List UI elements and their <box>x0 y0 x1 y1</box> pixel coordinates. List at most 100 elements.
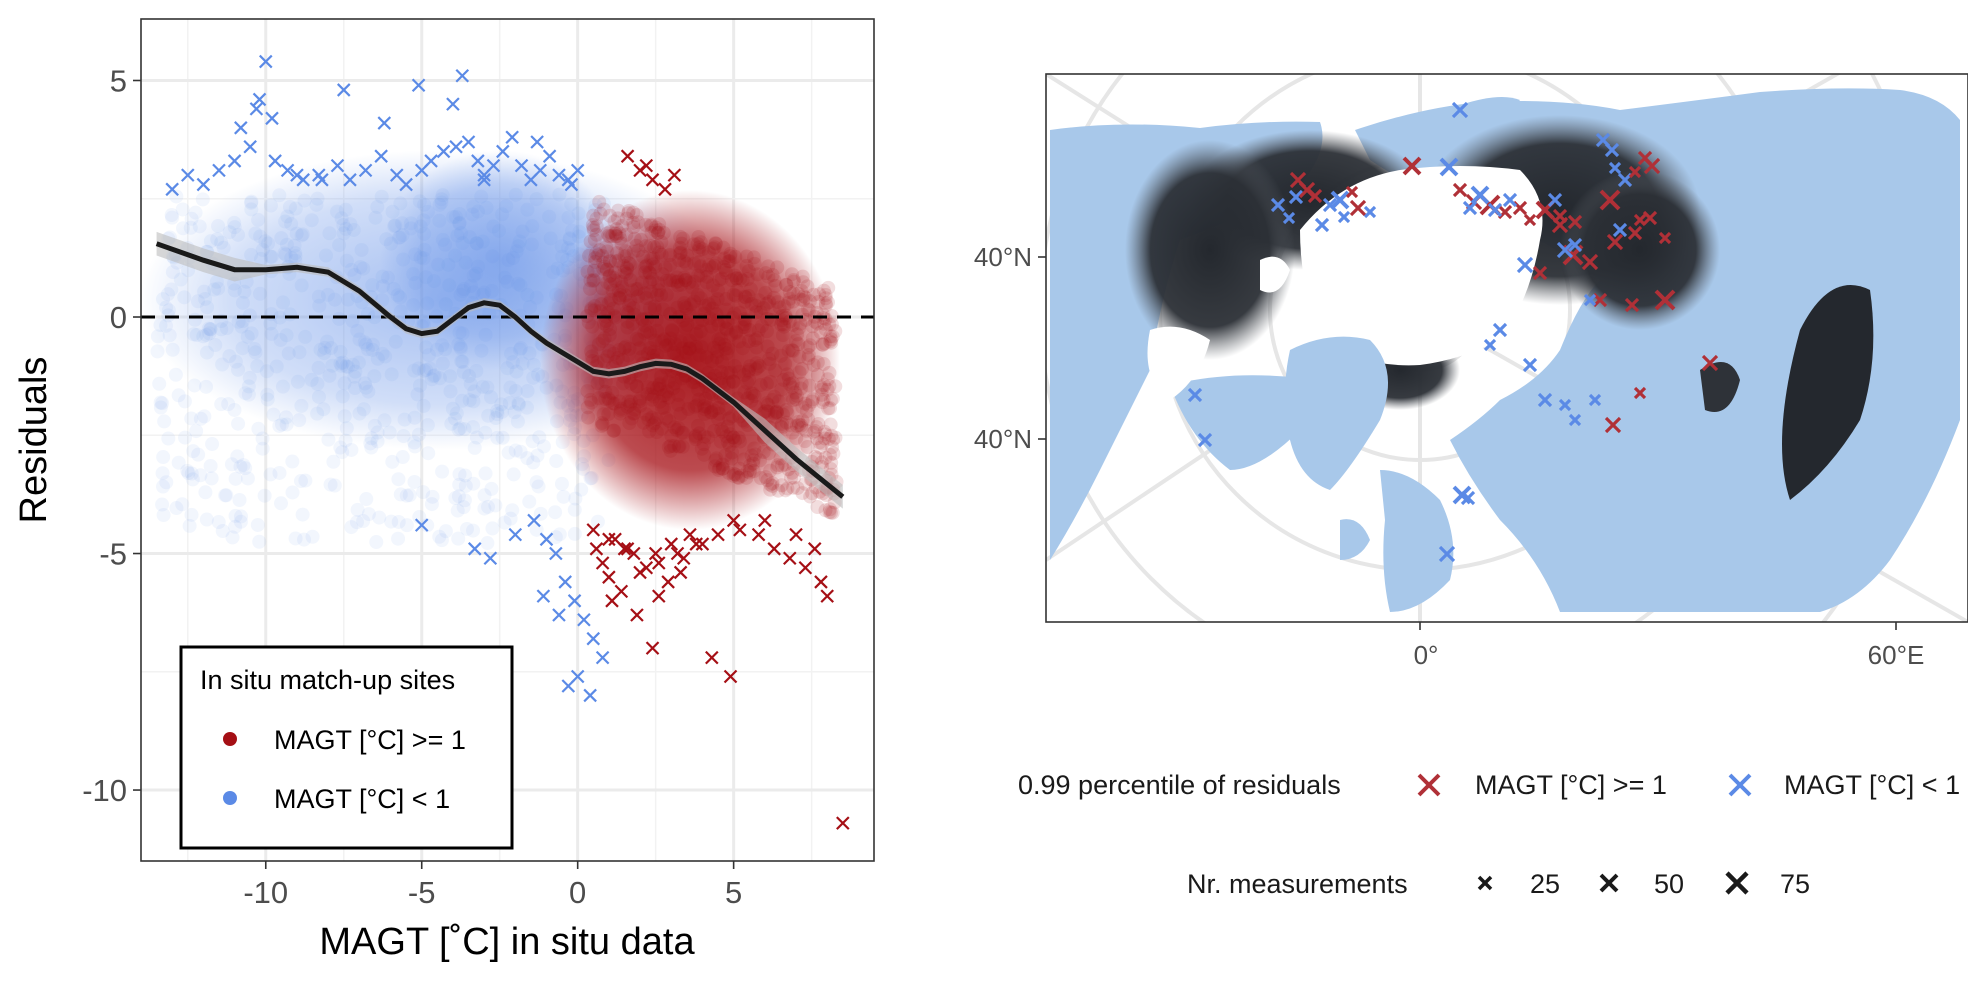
cold-point <box>432 213 447 228</box>
cold-point <box>275 379 290 394</box>
warm-point <box>796 275 811 290</box>
warm-point <box>602 328 617 343</box>
y-axis-ticks: 50-5-10 <box>82 63 141 808</box>
warm-point <box>721 465 736 480</box>
cold-point <box>259 364 274 379</box>
cold-point <box>441 257 456 272</box>
outlier-x-marker <box>165 182 179 197</box>
warm-point <box>783 470 798 485</box>
warm-point <box>722 411 737 426</box>
cold-point <box>424 497 439 512</box>
cold-point <box>189 424 204 439</box>
warm-point <box>719 321 734 336</box>
warm-point <box>622 416 637 431</box>
cold-point <box>346 222 361 237</box>
warm-point <box>687 399 702 414</box>
outlier-x-marker <box>552 608 566 622</box>
cold-point <box>564 197 579 212</box>
cold-point <box>485 249 500 264</box>
warm-point <box>704 405 719 420</box>
warm-point <box>791 414 806 429</box>
outlier-x-marker <box>336 83 351 97</box>
warm-point <box>647 416 662 431</box>
cold-point <box>161 308 176 323</box>
warm-point <box>690 237 705 252</box>
warm-point <box>621 206 636 221</box>
warm-point <box>691 382 706 397</box>
warm-point <box>776 372 791 387</box>
cold-point <box>313 342 328 357</box>
cold-point <box>469 236 484 251</box>
warm-point <box>656 302 671 317</box>
warm-point <box>723 427 738 442</box>
cold-point <box>309 197 324 212</box>
cold-point <box>456 365 471 380</box>
warm-point <box>739 249 754 264</box>
cold-point <box>399 488 414 503</box>
cold-point <box>333 344 348 359</box>
cold-point <box>497 270 512 285</box>
cold-point <box>425 489 440 504</box>
cold-point <box>182 518 197 533</box>
warm-point <box>724 327 739 342</box>
outlier-x-marker <box>446 97 460 111</box>
warm-point <box>761 446 776 461</box>
warm-point <box>583 273 598 288</box>
warm-point <box>776 317 791 332</box>
cold-point <box>285 454 300 469</box>
warm-point <box>629 282 644 297</box>
cold-point <box>347 369 362 384</box>
warm-point <box>828 430 843 445</box>
warm-point <box>712 336 727 351</box>
cold-point <box>169 189 184 204</box>
warm-point <box>602 229 617 244</box>
warm-point <box>652 394 667 409</box>
warm-point <box>661 374 676 389</box>
cold-point <box>434 192 449 207</box>
warm-point <box>763 477 778 492</box>
cold-point <box>480 536 495 551</box>
warm-point <box>704 405 719 420</box>
warm-point <box>786 343 801 358</box>
cold-point <box>478 425 493 440</box>
cold-point <box>411 427 426 442</box>
cold-point <box>407 410 422 425</box>
warm-point <box>788 334 803 349</box>
warm-point <box>632 341 647 356</box>
warm-point <box>611 253 626 268</box>
cold-point <box>529 475 544 490</box>
warm-point <box>724 445 739 460</box>
cold-point <box>467 384 482 399</box>
warm-point <box>642 424 657 439</box>
warm-point <box>659 384 674 399</box>
map-legend-title: 0.99 percentile of residuals <box>1018 770 1341 800</box>
outlier-x-marker <box>595 556 610 570</box>
warm-point <box>789 431 804 446</box>
warm-point <box>676 426 691 441</box>
cold-point <box>435 464 450 479</box>
warm-point <box>730 283 745 298</box>
cold-point <box>191 447 206 462</box>
cold-point <box>432 529 447 544</box>
warm-point <box>698 298 713 313</box>
cold-point <box>511 396 526 411</box>
outlier-x-marker <box>343 173 357 187</box>
outlier-x-marker <box>570 163 585 178</box>
cold-point <box>272 310 287 325</box>
warm-point <box>813 325 828 340</box>
warm-point <box>708 453 723 468</box>
warm-point <box>814 380 829 395</box>
warm-point <box>598 384 613 399</box>
outlier-x-marker <box>514 158 529 173</box>
cold-point <box>363 436 378 451</box>
warm-point <box>606 423 621 438</box>
cold-point <box>522 494 537 509</box>
warm-point <box>770 260 785 275</box>
warm-point <box>612 394 627 409</box>
map-site-marker <box>1349 199 1367 217</box>
legend-swatch-warm <box>223 732 237 746</box>
warm-point <box>584 349 599 364</box>
warm-point <box>617 249 632 264</box>
warm-point <box>674 236 689 251</box>
warm-point <box>656 225 671 240</box>
